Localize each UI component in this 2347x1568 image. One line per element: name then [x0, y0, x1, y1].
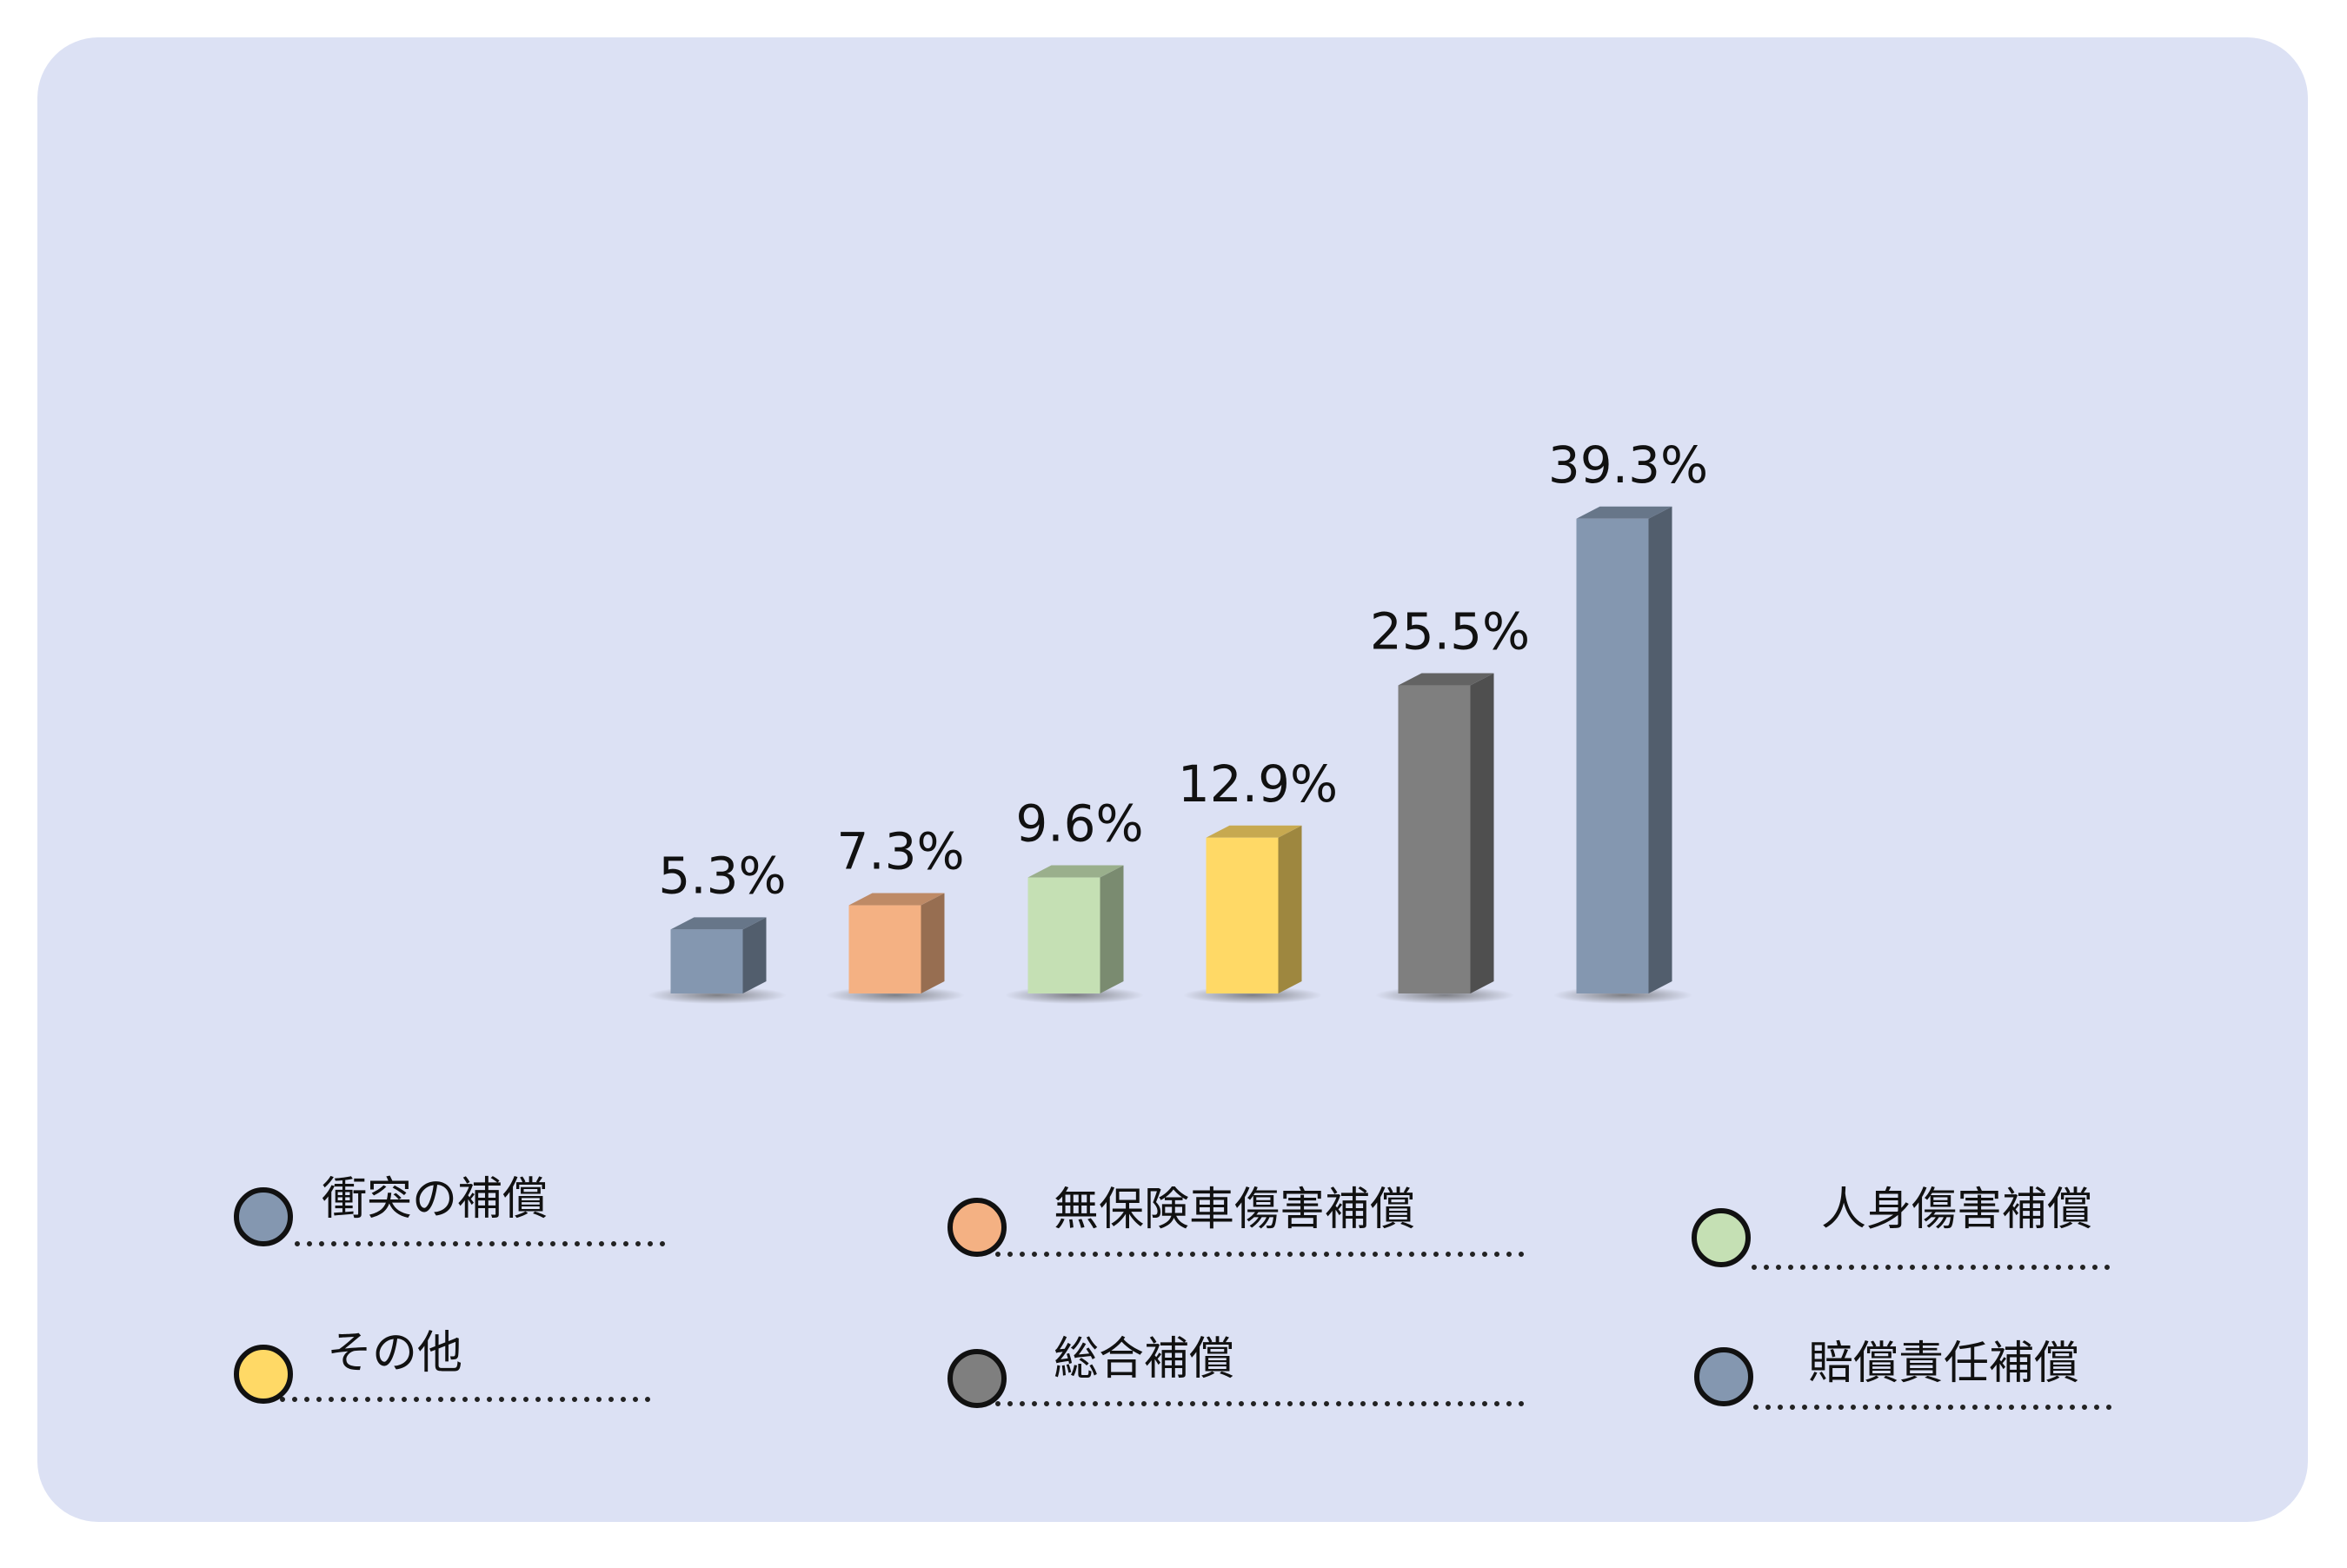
- bar: [1206, 837, 1279, 993]
- value-label: 9.6%: [1015, 794, 1143, 854]
- legend-marker: [947, 1349, 1007, 1408]
- bar: [1398, 685, 1471, 993]
- legend-marker: [234, 1187, 293, 1246]
- bar-top: [1027, 865, 1124, 878]
- bar-top: [848, 893, 945, 906]
- value-label: 5.3%: [658, 846, 786, 905]
- bar-top: [1398, 673, 1494, 686]
- bar: [1027, 877, 1100, 993]
- legend-marker: [947, 1198, 1007, 1257]
- legend-label: 人身傷害補償: [1821, 1184, 2092, 1236]
- bar-side: [1648, 506, 1672, 993]
- bar-top: [670, 917, 767, 930]
- bar-side: [742, 917, 767, 993]
- value-label: 7.3%: [836, 822, 964, 881]
- value-label: 25.5%: [1370, 602, 1530, 661]
- legend-marker: [1692, 1208, 1751, 1267]
- legend-label: 衝突の補償: [322, 1173, 548, 1226]
- legend-marker: [234, 1345, 293, 1404]
- bar-top: [1206, 825, 1302, 838]
- legend-label: 無保険車傷害補償: [1054, 1184, 1415, 1236]
- bar: [1576, 518, 1649, 993]
- bar-side: [1278, 825, 1302, 993]
- value-label: 39.3%: [1548, 435, 1708, 495]
- bar-side: [1100, 865, 1124, 993]
- bar: [848, 905, 921, 993]
- bar-side: [1470, 673, 1494, 993]
- legend-marker: [1694, 1347, 1753, 1406]
- legend-label: 総合補償: [1054, 1333, 1234, 1385]
- legend-label: 賠償責任補償: [1808, 1338, 2079, 1390]
- panel: [37, 37, 2308, 1522]
- bar: [670, 929, 743, 993]
- value-label: 12.9%: [1178, 754, 1338, 814]
- bar-top: [1576, 506, 1672, 519]
- legend-label: その他: [327, 1327, 462, 1379]
- bar-side: [921, 893, 945, 993]
